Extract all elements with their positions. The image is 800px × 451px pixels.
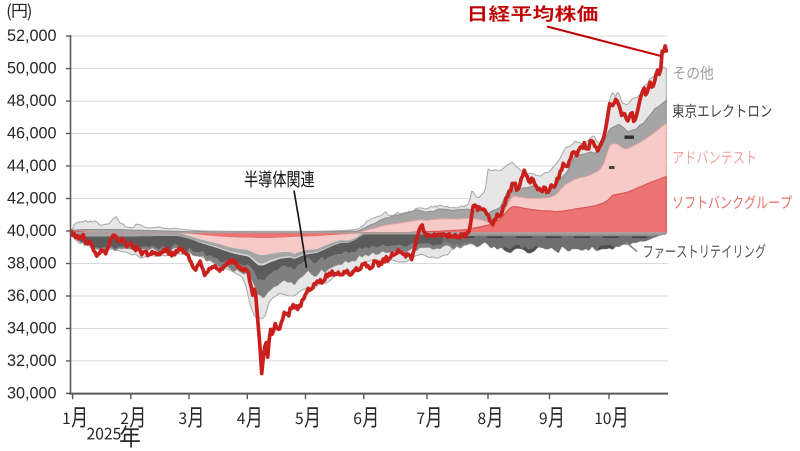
- svg-text:34,000: 34,000: [7, 320, 57, 338]
- svg-text:36,000: 36,000: [7, 287, 57, 305]
- svg-text:42,000: 42,000: [7, 190, 57, 208]
- svg-text:38,000: 38,000: [7, 255, 57, 273]
- svg-text:50,000: 50,000: [7, 60, 57, 78]
- svg-text:44,000: 44,000: [7, 157, 57, 175]
- svg-text:48,000: 48,000: [7, 92, 57, 110]
- svg-text:40,000: 40,000: [7, 222, 57, 240]
- svg-text:46,000: 46,000: [7, 125, 57, 143]
- svg-text:32,000: 32,000: [7, 352, 57, 370]
- svg-text:52,000: 52,000: [7, 27, 57, 45]
- svg-text:30,000: 30,000: [7, 385, 57, 403]
